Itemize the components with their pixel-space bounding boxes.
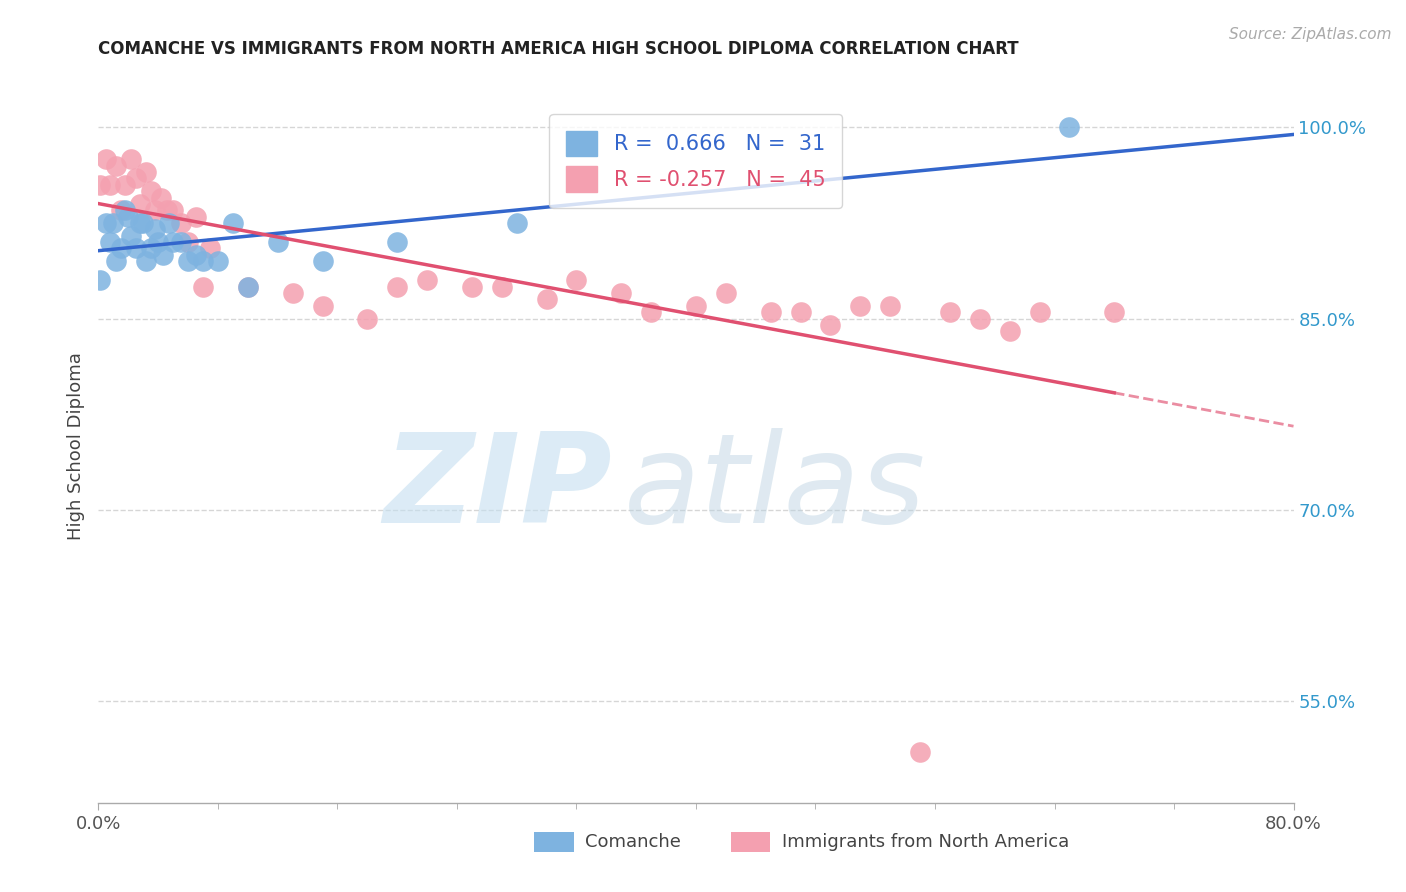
Point: [156, 203, 179, 218]
Point: [89, 178, 111, 192]
Point: [789, 305, 811, 319]
Point: [162, 203, 184, 218]
Point: [1059, 120, 1081, 135]
Point: [139, 242, 162, 256]
Point: [207, 254, 229, 268]
Point: [416, 273, 439, 287]
Point: [184, 248, 207, 262]
Point: [150, 190, 173, 204]
Point: [236, 279, 259, 293]
Point: [281, 286, 304, 301]
Point: [105, 254, 128, 268]
Point: [998, 324, 1021, 338]
Point: [236, 279, 259, 293]
Point: [162, 235, 184, 249]
Point: [184, 210, 207, 224]
Text: Immigrants from North America: Immigrants from North America: [782, 833, 1069, 851]
Point: [117, 210, 139, 224]
Point: [89, 273, 111, 287]
Point: [191, 279, 214, 293]
Point: [385, 279, 409, 293]
Point: [820, 318, 842, 332]
Point: [536, 293, 558, 307]
Point: [98, 235, 122, 249]
Point: [143, 222, 166, 236]
Point: [114, 178, 136, 192]
Text: COMANCHE VS IMMIGRANTS FROM NORTH AMERICA HIGH SCHOOL DIPLOMA CORRELATION CHART: COMANCHE VS IMMIGRANTS FROM NORTH AMERIC…: [98, 40, 1019, 58]
Point: [461, 279, 484, 293]
Point: [969, 311, 991, 326]
Point: [491, 279, 513, 293]
Point: [129, 216, 152, 230]
Point: [132, 216, 155, 230]
Point: [506, 216, 529, 230]
Point: [908, 745, 931, 759]
Point: [94, 153, 117, 167]
Point: [939, 305, 962, 319]
Point: [120, 228, 142, 243]
Point: [311, 299, 333, 313]
Point: [356, 311, 378, 326]
Point: [129, 197, 152, 211]
Text: Source: ZipAtlas.com: Source: ZipAtlas.com: [1229, 27, 1392, 42]
Point: [759, 305, 782, 319]
Point: [148, 235, 170, 249]
Point: [114, 203, 136, 218]
Point: [98, 178, 122, 192]
Point: [157, 216, 180, 230]
Point: [105, 159, 128, 173]
Text: Comanche: Comanche: [585, 833, 681, 851]
Text: ZIP: ZIP: [384, 428, 612, 549]
Point: [565, 273, 588, 287]
Point: [135, 165, 157, 179]
Point: [125, 242, 148, 256]
Point: [385, 235, 409, 249]
Point: [714, 286, 737, 301]
Point: [139, 184, 162, 198]
Point: [685, 299, 707, 313]
Point: [169, 216, 191, 230]
Point: [191, 254, 214, 268]
Text: atlas: atlas: [624, 428, 927, 549]
Point: [200, 242, 222, 256]
Point: [169, 235, 191, 249]
Point: [610, 286, 633, 301]
Point: [143, 203, 166, 218]
Point: [1104, 305, 1126, 319]
Point: [267, 235, 290, 249]
Point: [110, 203, 132, 218]
Point: [640, 305, 662, 319]
Point: [1028, 305, 1050, 319]
Point: [103, 216, 125, 230]
Point: [120, 153, 142, 167]
Legend: R =  0.666   N =  31, R = -0.257   N =  45: R = 0.666 N = 31, R = -0.257 N = 45: [550, 114, 842, 209]
Point: [879, 299, 901, 313]
Point: [311, 254, 333, 268]
Point: [135, 254, 157, 268]
Point: [152, 248, 174, 262]
Point: [125, 171, 148, 186]
Point: [177, 254, 200, 268]
Y-axis label: High School Diploma: High School Diploma: [66, 352, 84, 540]
Point: [94, 216, 117, 230]
Point: [222, 216, 245, 230]
Point: [177, 235, 200, 249]
Point: [849, 299, 872, 313]
Point: [110, 242, 132, 256]
